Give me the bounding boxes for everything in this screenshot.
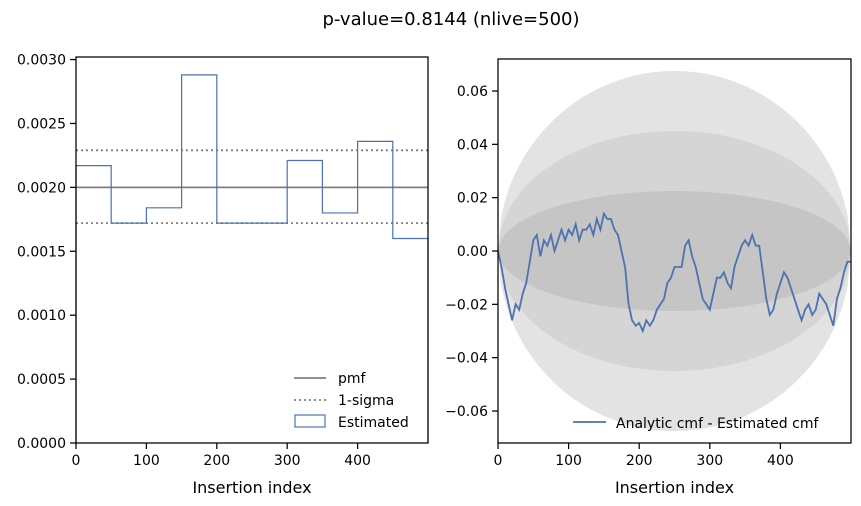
legend-cmf-difference-label: Analytic cmf - Estimated cmf (616, 416, 819, 432)
legend-pmf-label: pmf (338, 371, 367, 387)
left-y-tick-label: 0.0005 (17, 372, 66, 388)
right-x-tick-label: 0 (494, 453, 503, 469)
sigma-band-1-sigma (498, 191, 851, 311)
left-y-tick-label: 0.0015 (17, 244, 66, 260)
left-y-tick-label: 0.0020 (17, 180, 66, 196)
legend-estimated-label: Estimated (338, 415, 409, 431)
right-y-tick-label: 0.00 (457, 244, 488, 260)
estimated-histogram (75, 74, 429, 443)
legend-1-sigma-label: 1-sigma (338, 393, 394, 409)
cmf-difference-line (497, 211, 851, 334)
right-x-axis-label: Insertion index (615, 478, 734, 497)
right-y-tick-label: −0.04 (445, 351, 488, 367)
figure-title: p-value=0.8144 (nlive=500) (322, 9, 579, 30)
right-x-tick-label: 400 (767, 453, 794, 469)
left-y-tick-label: 0.0010 (17, 308, 66, 324)
left-x-tick-label: 0 (72, 453, 81, 469)
left-y-tick-label: 0.0030 (17, 53, 66, 69)
right-y-tick-label: 0.02 (457, 191, 488, 207)
right-y-tick-label: 0.04 (457, 137, 488, 153)
right-cmf-axes: 0 100 200 300 400 −0.06 −0.04 −0.02 0.00 0.02 0.0… (445, 58, 852, 497)
right-plot-area (497, 71, 851, 431)
right-x-tick-label: 300 (696, 453, 723, 469)
left-x-tick-label: 400 (344, 453, 371, 469)
right-y-tick-label: −0.06 (445, 404, 488, 420)
left-x-tick-label: 100 (133, 453, 160, 469)
left-y-tick-label: 0.0025 (17, 116, 66, 132)
left-x-axis-label: Insertion index (192, 478, 311, 497)
left-legend: pmf 1-sigma Estimated (294, 371, 409, 431)
left-plot-area (75, 74, 429, 443)
left-x-tick-label: 300 (274, 453, 301, 469)
right-y-tick-label: −0.02 (445, 297, 488, 313)
right-x-ticks: 0 100 200 300 400 (494, 443, 794, 469)
legend-estimated-swatch (294, 414, 326, 428)
left-axes-frame (75, 56, 429, 444)
right-y-ticks: −0.06 −0.04 −0.02 0.00 0.02 0.04 0.06 (445, 84, 498, 420)
left-histogram-axes: 0 100 200 300 400 0.00000.00050.00100.00150.… (17, 53, 429, 497)
right-axes-frame (497, 58, 852, 444)
left-x-ticks: 0 100 200 300 400 (72, 443, 371, 469)
left-x-tick-label: 200 (203, 453, 230, 469)
right-x-tick-label: 200 (626, 453, 653, 469)
right-y-tick-label: 0.06 (457, 84, 488, 100)
left-y-tick-label: 0.0000 (17, 436, 66, 452)
left-y-ticks: 0.0000 0.0005 0.0010 0.0015 0.0020 0.0025 0.00… (17, 53, 76, 452)
right-legend: Analytic cmf - Estimated cmf (573, 416, 819, 432)
right-x-tick-label: 100 (555, 453, 582, 469)
